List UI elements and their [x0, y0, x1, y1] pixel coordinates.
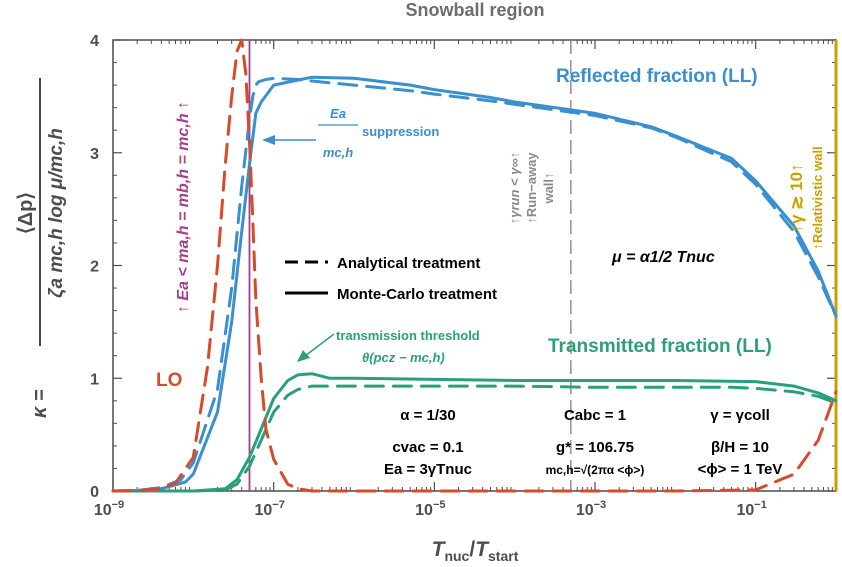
threshold-arrow-head: [297, 350, 310, 362]
x-axis-label: Tnuc/Tstart: [432, 538, 519, 564]
suppression-denominator: mc,h: [323, 145, 353, 160]
x-axis-label-slash: /: [469, 538, 475, 561]
x-tick-label-exponent: −9: [112, 499, 125, 511]
suppression-numerator: Ea: [330, 106, 346, 121]
x-tick-label-base: 10: [736, 502, 754, 519]
relativistic-line2: ↑Relativistic wall: [810, 146, 825, 249]
threshold-annotation: transmission threshold θ(pcz − mc,h): [297, 328, 480, 365]
series-line-4: [111, 38, 838, 493]
mu-formula: μ = α1/2 Tnuc: [611, 249, 715, 266]
y-axis-label: κ = ⟨Δp⟩ ζa mc,h log μ/mc,h: [15, 78, 67, 418]
legend-label-analytical: Analytical treatment: [337, 255, 480, 272]
runaway-line2: ↑Run−away: [524, 152, 539, 224]
suppression-annotation: Ea mc,h suppression: [262, 106, 439, 160]
x-tick-label: 10−3: [576, 499, 606, 519]
param-r0c2: γ = γcoll: [710, 407, 770, 424]
y-axis-label-denominator: ζa mc,h log μ/mc,h: [46, 128, 67, 298]
runaway-line1: ↑γrun < γ∞↑: [507, 152, 522, 224]
mass-condition-label: ↑ Ea < ma,h = mb,h = mc,h ↑: [175, 101, 192, 313]
param-r1c1: g* = 106.75: [556, 439, 634, 456]
x-tick-label-exponent: −5: [433, 499, 446, 511]
x-axis-label-base-sub: nuc: [444, 548, 469, 564]
x-tick-label-exponent: −1: [754, 499, 767, 511]
param-r2c0: Ea = 3γTnuc: [384, 461, 472, 478]
x-tick-label-exponent: −3: [594, 499, 607, 511]
transmitted-label: Transmitted fraction (LL): [548, 336, 772, 357]
param-r1c2: β/H = 10: [711, 439, 769, 456]
y-tick-label: 1: [90, 371, 99, 388]
chart-title: Snowball region: [405, 0, 544, 20]
parameter-table: α = 1/30 Cabc = 1 γ = γcoll cvac = 0.1 g…: [384, 407, 782, 478]
threshold-label: transmission threshold: [336, 328, 480, 343]
series-line-3: [111, 372, 838, 493]
threshold-arrow: [304, 333, 335, 357]
x-tick-label: 10−5: [415, 499, 445, 519]
y-tick-label: 4: [90, 33, 99, 50]
y-axis-label-numerator: ⟨Δp⟩: [15, 192, 37, 234]
series-group: [111, 38, 838, 493]
suppression-arrow-head: [262, 135, 275, 145]
x-tick-label: 10−1: [736, 499, 766, 519]
y-axis-label-lhs: κ =: [29, 389, 51, 418]
annotations: Reflected fraction (LL) Transmitted frac…: [156, 66, 825, 478]
param-r1c0: cvac = 0.1: [392, 439, 463, 456]
param-r2c2: <ϕ> = 1 TeV: [698, 461, 783, 478]
x-tick-label-exponent: −7: [272, 499, 285, 511]
x-tick-label-base: 10: [576, 502, 594, 519]
param-r0c0: α = 1/30: [400, 407, 456, 424]
x-axis-label-base2: T: [475, 538, 490, 561]
suppression-word: suppression: [362, 124, 439, 139]
series-line-0: [111, 76, 838, 493]
runaway-line3: wall↑: [541, 172, 556, 204]
legend-label-montecarlo: Monte-Carlo treatment: [337, 286, 497, 303]
x-axis-label-base2-sub: start: [488, 548, 519, 564]
param-r2c1: mc,h=√(2πα <ϕ>): [546, 463, 645, 477]
series-line-2: [111, 384, 838, 493]
x-tick-label: 10−7: [254, 499, 284, 519]
series-line-1: [111, 75, 838, 493]
x-tick-label-base: 10: [254, 502, 272, 519]
y-tick-label: 2: [90, 259, 99, 276]
param-r0c1: Cabc = 1: [564, 407, 626, 424]
relativistic-line1: ↑γ ≳ 10↑: [787, 163, 806, 232]
svg-text:Tnuc/Tstart: Tnuc/Tstart: [432, 538, 519, 564]
y-tick-label: 0: [90, 484, 99, 501]
threshold-formula: θ(pcz − mc,h): [362, 350, 445, 365]
reflected-label: Reflected fraction (LL): [556, 66, 758, 87]
runaway-annotation: ↑γrun < γ∞↑ ↑Run−away wall↑: [507, 152, 556, 225]
y-tick-label: 3: [90, 146, 99, 163]
x-axis-label-base: T: [432, 538, 447, 561]
x-tick-label-base: 10: [415, 502, 433, 519]
x-tick-label-base: 10: [94, 502, 112, 519]
relativistic-annotation: ↑γ ≳ 10↑ ↑Relativistic wall: [787, 146, 825, 249]
legend: Analytical treatment Monte-Carlo treatme…: [285, 255, 497, 303]
lo-label: LO: [156, 370, 182, 391]
x-tick-label: 10−9: [94, 499, 124, 519]
